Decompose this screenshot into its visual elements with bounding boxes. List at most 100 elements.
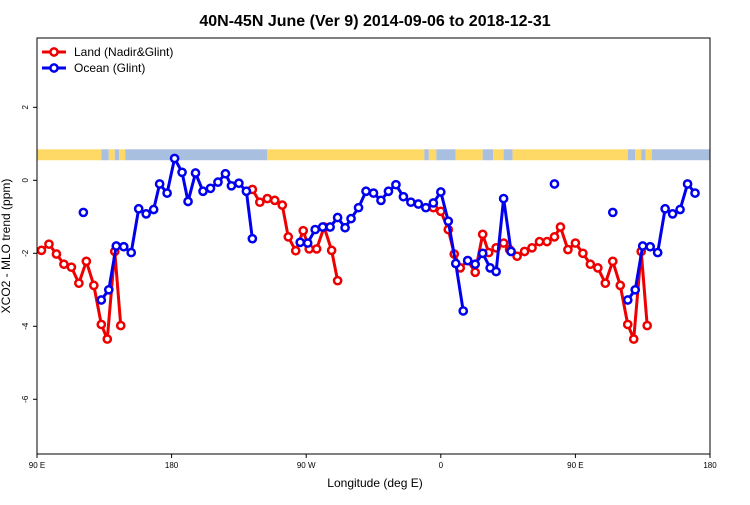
strip-run-land-8	[428, 149, 437, 161]
ocean-point-2-12	[383, 186, 394, 197]
ocean-point-6-9	[690, 188, 700, 198]
strip-run-land-18	[645, 149, 652, 161]
strip-run-land-12	[493, 149, 504, 161]
ocean-point-1-11	[177, 167, 187, 178]
ocean-point-6-4	[652, 247, 663, 258]
land-point-0-7	[88, 280, 99, 291]
y-tick-label-2: -2	[21, 249, 30, 257]
land-point-2-25	[607, 256, 618, 267]
ocean-point-1-12	[183, 196, 193, 207]
land-point-2-23	[592, 263, 603, 273]
surface-type-strip	[37, 149, 710, 161]
ocean-series-line-1	[100, 156, 254, 301]
ocean-point-1-5	[133, 203, 144, 214]
ocean-point-2-16	[413, 199, 424, 209]
land-point-2-1	[435, 206, 446, 217]
ocean-point-2-13	[391, 179, 401, 190]
ocean-point-6-0	[622, 295, 633, 305]
land-point-1-11	[326, 245, 337, 256]
land-point-2-18	[555, 222, 566, 232]
ocean-point-2-5	[332, 212, 343, 223]
ocean-point-6-7	[675, 204, 685, 215]
ocean-point-1-0	[96, 295, 107, 305]
ocean-point-1-6	[141, 209, 152, 219]
land-point-2-15	[534, 236, 545, 247]
land-point-0-4	[66, 262, 77, 273]
ocean-point-6-2	[637, 241, 648, 251]
ocean-point-1-7	[148, 204, 159, 215]
land-point-2-6	[470, 267, 481, 278]
chart-title: 40N-45N June (Ver 9) 2014-09-06 to 2018-…	[199, 13, 550, 30]
ocean-point-1-2	[111, 241, 122, 251]
ocean-point-2-6	[340, 222, 350, 233]
ocean-point-2-20	[443, 216, 454, 227]
land-point-2-19	[563, 244, 573, 255]
x-tick-label-3: 0	[439, 461, 444, 470]
ocean-point-2-3	[317, 222, 328, 232]
land-point-0-3	[59, 259, 69, 270]
strip-run-land-4	[119, 149, 126, 161]
ocean-point-1-18	[226, 180, 237, 191]
land-point-2-7	[477, 229, 488, 240]
land-point-1-1	[254, 197, 265, 208]
ocean-point-1-10	[169, 153, 180, 164]
land-point-1-2	[262, 193, 273, 204]
ocean-point-1-3	[118, 241, 129, 252]
strip-run-ocean-7	[424, 149, 429, 161]
ocean-point-6-3	[645, 241, 656, 252]
ocean-point-3-0	[462, 255, 473, 266]
series-layer	[36, 153, 700, 344]
ocean-point-1-13	[190, 168, 201, 178]
strip-run-ocean-9	[436, 149, 456, 161]
ocean-point-6-5	[660, 203, 670, 214]
land-point-2-27	[622, 319, 633, 330]
land-point-0-5	[74, 278, 84, 289]
strip-run-land-10	[455, 149, 483, 161]
ocean-point-2-10	[368, 188, 379, 198]
ocean-point-2-21	[450, 258, 461, 269]
ocean-point-2-18	[428, 198, 439, 208]
strip-run-ocean-13	[503, 149, 513, 161]
y-tick-label-4: -6	[21, 395, 30, 403]
land-point-2-16	[542, 236, 552, 247]
ocean-point-3-1	[470, 259, 481, 270]
plot-frame	[36, 37, 711, 455]
x-tick-label-1: 180	[165, 461, 179, 470]
ocean-point-2-1	[302, 238, 313, 248]
land-point-2-30	[642, 320, 653, 331]
strip-run-ocean-17	[641, 149, 646, 161]
land-point-2-10	[498, 238, 509, 248]
land-point-2-22	[585, 259, 596, 270]
x-tick-label-0: 90 E	[29, 461, 45, 470]
strip-run-ocean-11	[482, 149, 494, 161]
strip-run-ocean-1	[101, 149, 109, 161]
land-point-0-2	[51, 249, 62, 259]
land-point-2-20	[570, 238, 581, 248]
strip-run-ocean-19	[651, 149, 710, 161]
land-point-1-9	[311, 244, 322, 254]
ocean-point-2-0	[295, 237, 306, 248]
ocean-point-1-1	[103, 284, 114, 295]
land-point-2-21	[578, 248, 588, 259]
y-tick-label-0: 2	[21, 105, 30, 110]
ocean-point-3-4	[491, 266, 501, 277]
ocean-point-1-15	[205, 183, 216, 194]
ocean-point-1-14	[198, 186, 208, 197]
ocean-point-6-1	[630, 284, 641, 295]
ocean-point-1-21	[247, 233, 258, 244]
land-point-0-6	[81, 256, 92, 267]
land-series-line-1	[251, 188, 340, 281]
ocean-point-2-7	[346, 213, 356, 224]
y-axis-label: XCO2 - MLO trend (ppm)	[0, 179, 13, 314]
ocean-point-1-17	[220, 168, 231, 179]
legend-marker-ocean	[49, 63, 59, 73]
ocean-point-2-8	[353, 202, 364, 213]
ocean-point-1-16	[213, 177, 223, 187]
land-point-2-26	[615, 280, 626, 291]
land-point-1-12	[332, 275, 343, 286]
land-point-0-1	[44, 239, 54, 250]
land-point-0-11	[115, 320, 126, 331]
ocean-point-1-19	[234, 178, 244, 189]
